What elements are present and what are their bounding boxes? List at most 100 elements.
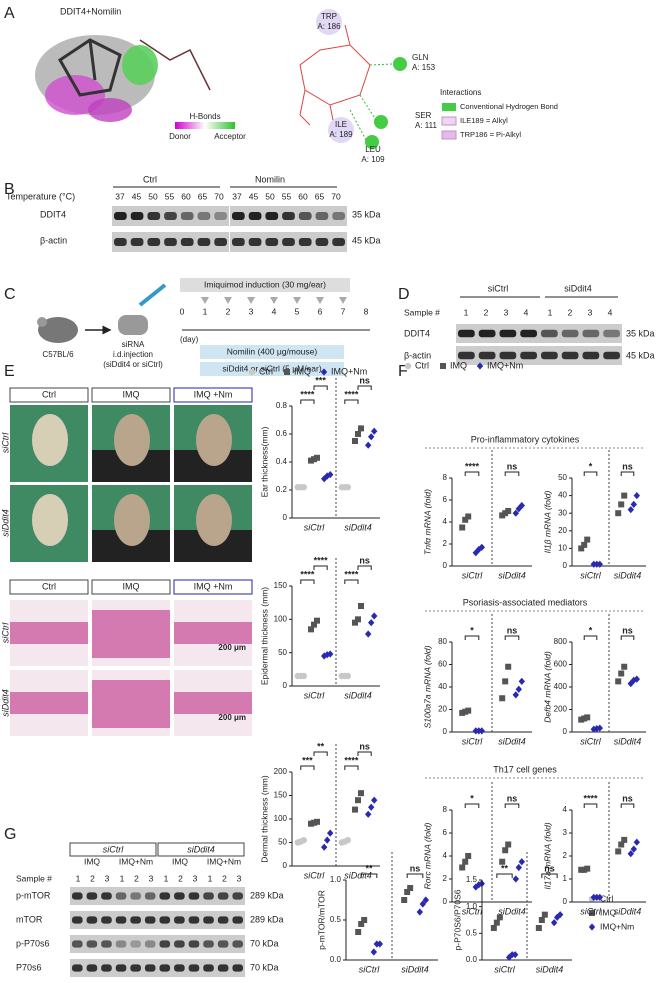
schematic bbox=[37, 278, 370, 376]
imq-point bbox=[465, 853, 472, 859]
band bbox=[174, 916, 185, 924]
interaction-diagram bbox=[299, 9, 457, 149]
y-axis-label: p-P70S6/P70S6 bbox=[452, 889, 462, 950]
y-tick-label: 150 bbox=[274, 791, 288, 800]
band bbox=[197, 238, 211, 246]
sig-bracket bbox=[313, 385, 328, 390]
band bbox=[582, 329, 600, 338]
x-tick-label: siCtrl bbox=[462, 570, 483, 580]
band bbox=[86, 940, 98, 948]
label: A: 111 bbox=[415, 121, 437, 130]
label: 8 bbox=[364, 306, 369, 316]
x-tick-label: siCtrl bbox=[359, 964, 380, 974]
column-header bbox=[173, 579, 253, 595]
band bbox=[265, 238, 279, 246]
band bbox=[159, 940, 171, 948]
sig-bracket bbox=[620, 635, 635, 640]
label: IMQ bbox=[123, 581, 140, 591]
band bbox=[582, 351, 600, 360]
y-tick-label: 6 bbox=[443, 495, 448, 504]
band bbox=[603, 351, 620, 360]
y-tick-label: 50 bbox=[278, 838, 287, 847]
x-tick-label: siDdit4 bbox=[498, 736, 526, 746]
sig-bracket bbox=[344, 399, 359, 404]
arrow bbox=[293, 297, 301, 304]
imq-point bbox=[499, 695, 506, 702]
imq-point bbox=[621, 492, 628, 499]
nm-point bbox=[365, 630, 372, 638]
x-tick-label: siDdit4 bbox=[614, 736, 642, 746]
label: Interactions bbox=[440, 88, 481, 97]
sig-bracket bbox=[496, 873, 513, 878]
label: Donor bbox=[169, 132, 191, 141]
label: 45 kDa bbox=[352, 235, 381, 245]
nm-point bbox=[478, 727, 485, 735]
label: Nomilin bbox=[255, 174, 285, 184]
label: 2 bbox=[568, 307, 573, 317]
legend-label: Ctrl bbox=[600, 893, 613, 903]
band bbox=[520, 351, 537, 360]
band bbox=[232, 940, 243, 948]
legend-label: IMQ+Nm bbox=[600, 921, 634, 931]
legend-label: IMQ bbox=[450, 360, 467, 370]
imq-point bbox=[352, 438, 358, 444]
label: 3 bbox=[193, 873, 198, 883]
sig-label: **** bbox=[300, 569, 315, 579]
label: 1 bbox=[203, 306, 208, 316]
imq-point bbox=[615, 510, 622, 517]
arrow bbox=[247, 297, 255, 304]
band bbox=[114, 212, 127, 220]
nm-point bbox=[365, 441, 372, 449]
label: IMQ bbox=[172, 856, 188, 866]
band bbox=[86, 964, 98, 972]
sig-label: * bbox=[470, 625, 474, 635]
blot bbox=[70, 911, 245, 929]
label: IMQ+Nm bbox=[207, 856, 241, 866]
band bbox=[561, 351, 579, 360]
y-axis-label: Ear thickness(mm) bbox=[259, 426, 269, 497]
label: 37 bbox=[232, 191, 242, 201]
label: LEU bbox=[365, 145, 381, 154]
y-axis-label: Defb4 mRNA (fold) bbox=[542, 651, 552, 723]
y-axis-label: Il1β mRNA (fold) bbox=[542, 491, 552, 554]
x-tick-label: siCtrl bbox=[494, 964, 515, 974]
tissue bbox=[92, 610, 170, 658]
band bbox=[101, 916, 112, 924]
band bbox=[188, 940, 200, 948]
y-tick-label: 0.2 bbox=[276, 485, 288, 494]
label: ILE189 = Alkyl bbox=[460, 116, 508, 125]
band bbox=[101, 892, 112, 900]
nm-point bbox=[512, 875, 519, 883]
imq-point bbox=[505, 508, 512, 514]
imq-point bbox=[355, 929, 362, 935]
imq-point bbox=[314, 818, 320, 825]
y-tick-label: 30 bbox=[558, 508, 567, 517]
column-header bbox=[91, 579, 171, 595]
sig-label: ** bbox=[501, 863, 509, 873]
tissue bbox=[10, 692, 88, 714]
band bbox=[72, 940, 83, 948]
imq-point bbox=[308, 626, 314, 633]
label: Th17 cell genes bbox=[493, 764, 557, 774]
imq-point bbox=[499, 858, 506, 865]
label: 3 bbox=[249, 306, 254, 316]
band bbox=[203, 892, 214, 900]
nm-point bbox=[422, 896, 430, 904]
legend-label: IMQ bbox=[294, 366, 311, 376]
x-tick-label: siCtrl bbox=[580, 570, 601, 580]
label: 3 bbox=[588, 307, 593, 317]
imq-point bbox=[502, 678, 509, 685]
nm-point bbox=[630, 845, 637, 853]
band bbox=[203, 940, 214, 948]
x-tick-label: siCtrl bbox=[580, 736, 601, 746]
band bbox=[499, 351, 517, 360]
imq-point bbox=[465, 513, 472, 520]
y-tick-label: 0 bbox=[283, 513, 288, 522]
label: Sample # bbox=[16, 873, 52, 883]
y-tick-label: 100 bbox=[274, 614, 288, 623]
imq-point bbox=[314, 617, 320, 624]
nm-point bbox=[512, 509, 519, 517]
x-tick-label: siCtrl bbox=[304, 870, 325, 880]
label: 3 bbox=[149, 873, 154, 883]
nm-point bbox=[371, 427, 378, 435]
